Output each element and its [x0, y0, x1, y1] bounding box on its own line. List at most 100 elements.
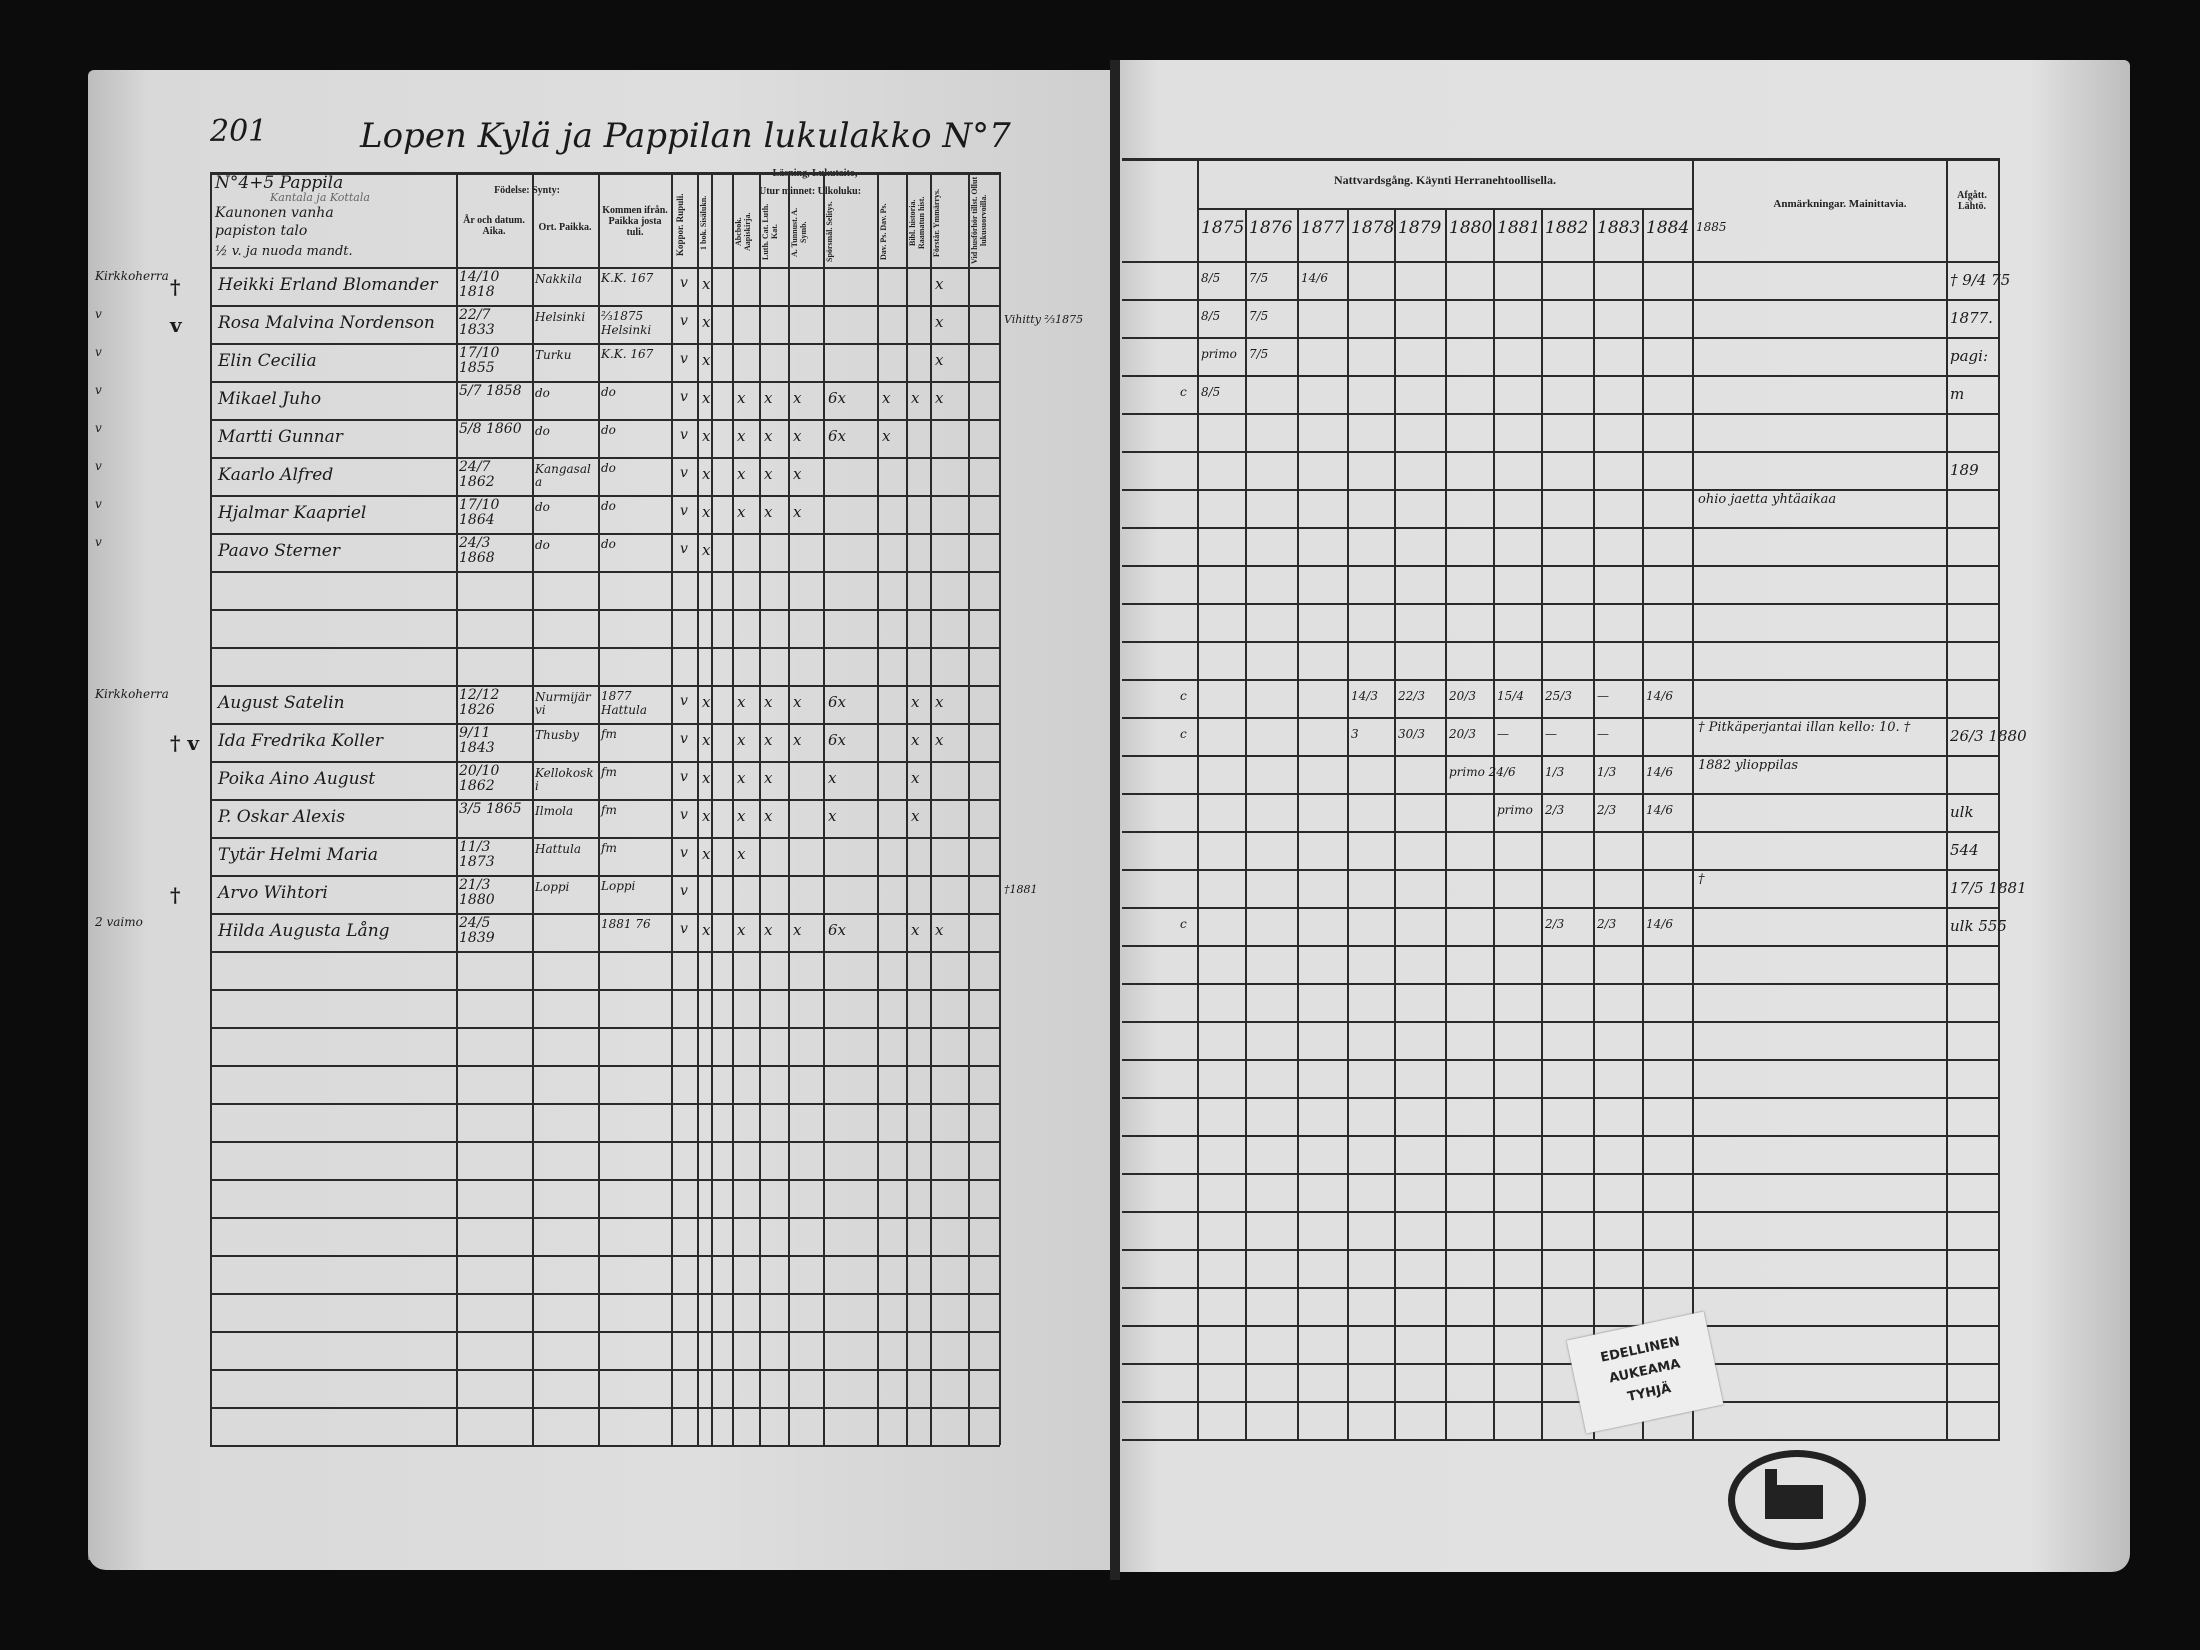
reading-mark: x: [737, 427, 746, 445]
reading-mark: x: [793, 427, 802, 445]
header-reading-sub: Vid husförhör tillst. Ollut lukusuorvoil…: [970, 176, 988, 264]
came-from: 1877 Hattula: [601, 689, 647, 717]
reading-mark: x: [793, 693, 802, 711]
reading-mark: x: [737, 389, 746, 407]
communion-date: 7/5: [1249, 347, 1269, 361]
koppor-mark: v: [680, 427, 688, 443]
reading-mark: x: [935, 313, 944, 331]
departed-date: † 9/4 75: [1950, 271, 2011, 289]
communion-date: 14/6: [1646, 803, 1673, 817]
koppor-mark: v: [680, 503, 688, 519]
right-row-rule: [1122, 1059, 2000, 1061]
right-row-rule: [1122, 983, 2000, 985]
communion-date: primo: [1201, 347, 1237, 361]
right-column-rule: [1445, 208, 1447, 1439]
koppor-mark: v: [680, 769, 688, 785]
left-row-rule: [210, 875, 1000, 877]
remark: ohio jaetta yhtäaikaa: [1698, 492, 1837, 507]
birth-date: 5/8 1860: [459, 421, 522, 437]
left-row-rule: [210, 1407, 1000, 1409]
person-name: Elin Cecilia: [218, 351, 317, 371]
communion-date: 20/3: [1449, 689, 1476, 703]
right-row-rule: [1122, 793, 2000, 795]
header-reading-sub: Luth. Cat. Luth. Kat.: [761, 203, 779, 261]
person-name: Paavo Sterner: [218, 541, 340, 561]
right-column-rule: [1642, 208, 1644, 1439]
right-row-rule: [1122, 299, 2000, 301]
reading-mark: x: [702, 693, 711, 711]
communion-date: 2/3: [1597, 917, 1617, 931]
row-prefix: c: [1180, 727, 1187, 741]
left-row-rule: [210, 305, 1000, 307]
year-header: 1875: [1201, 218, 1245, 238]
came-from: do: [601, 537, 616, 551]
departed-date: ulk 555: [1950, 917, 2007, 935]
reading-mark: x: [764, 807, 773, 825]
reading-mark: x: [764, 465, 773, 483]
left-row-rule: [210, 1255, 1000, 1257]
right-page: [1118, 60, 2130, 1572]
birth-place: do: [535, 500, 550, 514]
reading-mark: x: [764, 769, 773, 787]
left-column-rule: [671, 172, 673, 1445]
birth-date: 12/12 1826: [459, 687, 500, 718]
reading-mark: x: [911, 693, 920, 711]
person-name: Martti Gunnar: [218, 427, 343, 447]
person-name: Tytär Helmi Maria: [218, 845, 378, 865]
koppor-mark: v: [680, 541, 688, 557]
reading-mark: x: [793, 503, 802, 521]
birth-date: 11/3 1873: [459, 839, 495, 870]
reading-mark: x: [935, 731, 944, 749]
reading-mark: x: [828, 807, 837, 825]
left-row-rule: [210, 495, 1000, 497]
communion-date: 30/3: [1398, 727, 1425, 741]
person-name: Mikael Juho: [218, 389, 322, 409]
reading-mark: x: [702, 427, 711, 445]
communion-date: 7/5: [1249, 309, 1269, 323]
row-prefix: v: [95, 345, 102, 359]
year-header: 1882: [1545, 218, 1589, 238]
left-row-rule: [210, 1027, 1000, 1029]
reading-mark: x: [702, 769, 711, 787]
came-from: ⅔1875 Helsinki: [601, 309, 652, 337]
left-column-rule: [210, 172, 212, 1445]
koppor-mark: v: [680, 731, 688, 747]
birth-place: Hattula: [535, 842, 581, 856]
right-row-rule: [1122, 1135, 2000, 1137]
koppor-mark: v: [680, 807, 688, 823]
right-row-rule: [1122, 1249, 2000, 1251]
departed-date: pagi:: [1950, 347, 1988, 365]
came-from: 1881 76: [601, 917, 651, 931]
header-by-heart: Utur minnet: Ulkoluku:: [758, 186, 862, 197]
left-row-rule: [210, 761, 1000, 763]
birth-date: 24/3 1868: [459, 535, 495, 566]
reading-mark: x: [911, 769, 920, 787]
page-number: 201: [210, 114, 268, 149]
right-column-rule: [1541, 208, 1543, 1439]
household-line-3: Kaunonen vanha: [215, 205, 334, 221]
right-column-rule: [1245, 208, 1247, 1439]
birth-date: 9/11 1843: [459, 725, 495, 756]
left-row-rule: [210, 1141, 1000, 1143]
departed-date: 544: [1950, 841, 1979, 859]
left-column-rule: [711, 172, 713, 1445]
row-prefix: Kirkkoherra: [95, 687, 169, 701]
reading-mark: x: [737, 807, 746, 825]
left-column-rule: [532, 172, 534, 1445]
birth-date: 20/10 1862: [459, 763, 500, 794]
right-column-rule: [1493, 208, 1495, 1439]
left-column-rule: [759, 172, 761, 1445]
reading-mark: 6x: [828, 389, 847, 407]
remark: † Pitkäperjantai illan kello: 10. †: [1698, 720, 1911, 735]
right-column-rule: [1692, 158, 1694, 1439]
reading-mark: x: [911, 389, 920, 407]
koppor-mark: v: [680, 465, 688, 481]
left-column-rule: [732, 172, 734, 1445]
birth-date: 17/10 1864: [459, 497, 500, 528]
left-row-rule: [210, 267, 1000, 269]
header-koppor: Koppor. Rupuli.: [675, 193, 685, 257]
year-header: 1884: [1646, 218, 1690, 238]
year-header: 1877: [1301, 218, 1345, 238]
came-from: K.K. 167: [601, 271, 654, 285]
remarks-year: 1885: [1696, 220, 1727, 234]
